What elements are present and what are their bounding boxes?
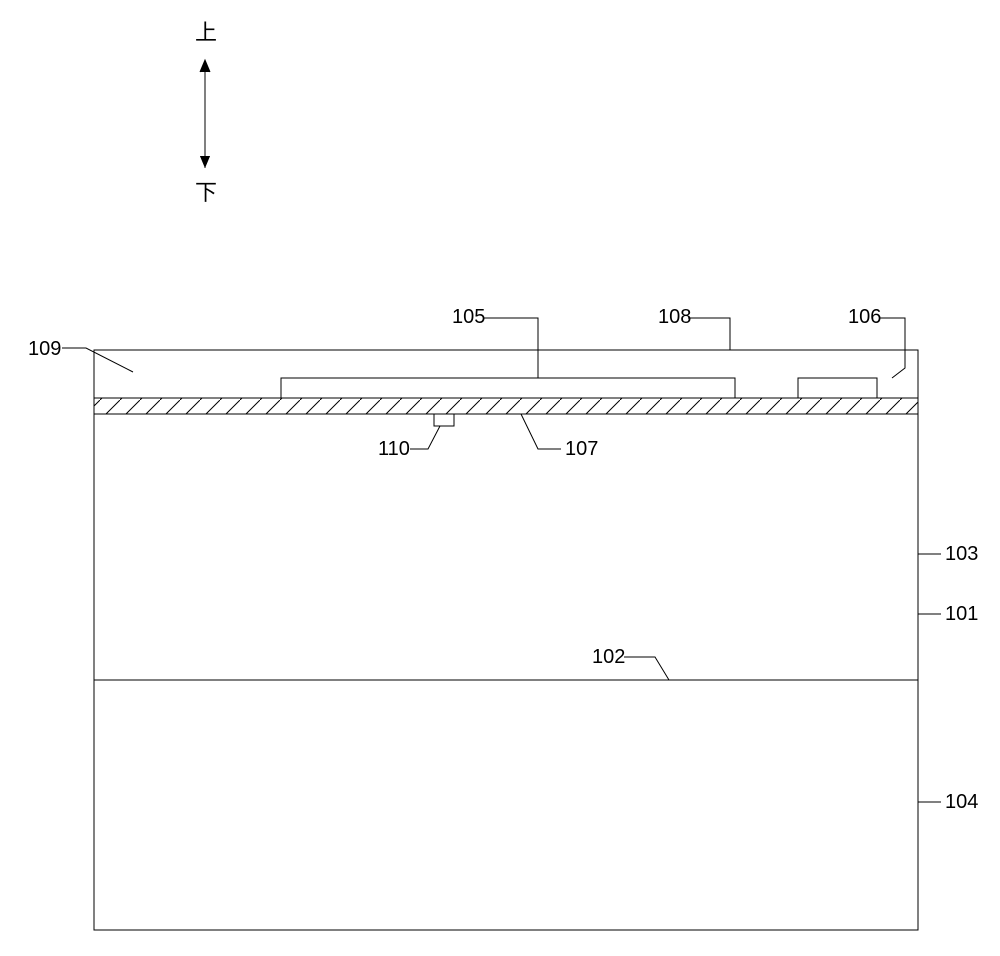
region-106 [798,378,877,398]
region-107-hatch [94,398,918,414]
leader-105 [483,318,538,378]
label-106: 106 [848,306,881,328]
leader-110 [410,426,440,449]
cross-section-diagram: 上 下 105 108 106 109 110 107 102 103 101 104 [0,0,1000,956]
label-104: 104 [945,791,978,813]
leader-109 [62,348,133,372]
label-107: 107 [565,438,598,460]
label-105: 105 [452,306,485,328]
leader-108 [688,318,730,350]
leader-106 [879,318,905,378]
leader-102 [624,657,669,680]
label-102: 102 [592,646,625,668]
label-103: 103 [945,543,978,565]
label-108: 108 [658,306,691,328]
leader-107 [521,414,561,449]
arrow-bottom-label: 下 [195,180,217,205]
orientation-arrow: 上 下 [195,20,217,205]
region-101 [94,350,918,930]
region-105 [281,378,735,398]
label-110: 110 [378,438,410,460]
label-101: 101 [945,603,978,625]
arrow-top-label: 上 [195,20,217,45]
label-109: 109 [28,338,61,360]
region-110 [434,414,454,426]
callouts: 105 108 106 109 110 107 102 103 101 104 [28,306,978,813]
